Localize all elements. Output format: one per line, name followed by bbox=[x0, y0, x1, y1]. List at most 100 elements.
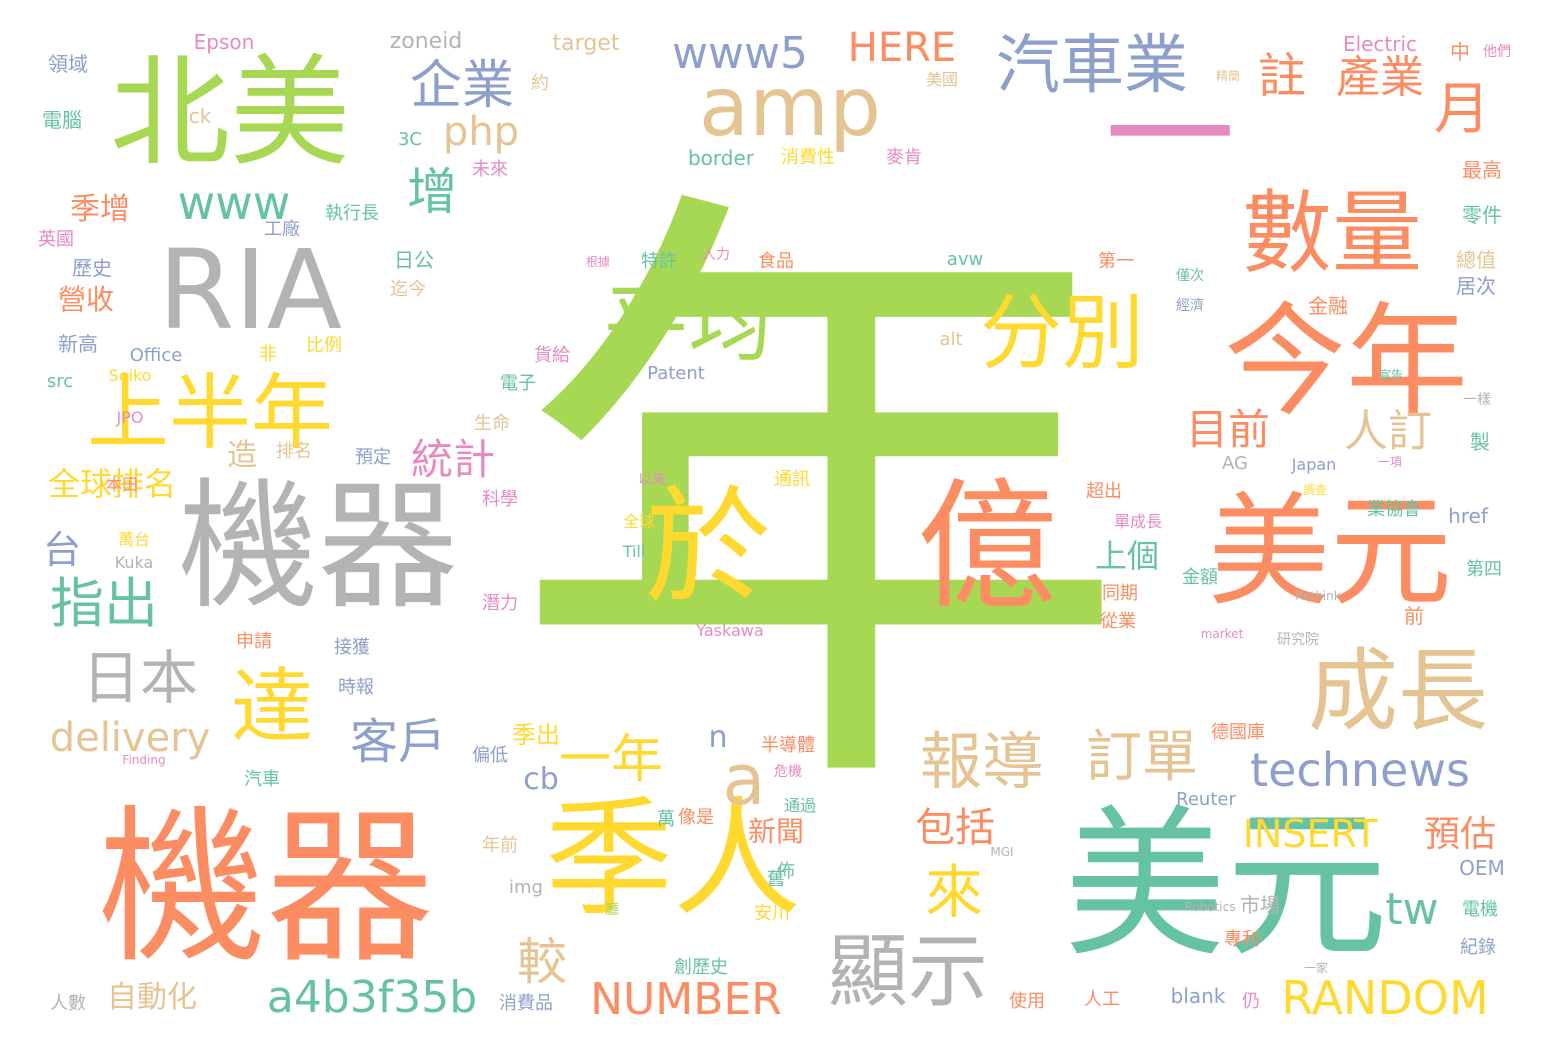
cloud-word-finding: Finding bbox=[122, 753, 166, 767]
cloud-word-cjk-534a-5c0e-9ad4: 半導體 bbox=[761, 735, 815, 756]
cloud-word-cjk-5ba2-6236: 客戶 bbox=[349, 714, 447, 770]
cloud-word-a: a bbox=[722, 739, 766, 821]
cloud-word-cjk-901a-8a0a: 通訊 bbox=[774, 469, 810, 490]
cloud-word-cjk-5ba3-544a: 宣告 bbox=[1378, 368, 1404, 382]
cloud-word-cjk-4f48: 佈 bbox=[777, 861, 795, 882]
cloud-word-cjk-9054: 達 bbox=[230, 660, 314, 755]
cloud-word-www5: www5 bbox=[672, 28, 808, 79]
cloud-word-cjk-79d1-5b78: 科學 bbox=[482, 489, 518, 510]
cloud-word-cjk-5168-7403-6392-540d: 全球排名 bbox=[47, 465, 177, 503]
cloud-word-cjk-5ef3: 廳 bbox=[605, 902, 619, 918]
cloud-word-here: HERE bbox=[847, 25, 957, 71]
cloud-word-alt: alt bbox=[939, 329, 963, 350]
cloud-word-cjk-7b2c-4e00: 第一 bbox=[1098, 251, 1134, 272]
cloud-word-ck: ck bbox=[188, 104, 212, 128]
cloud-word-cjk-7522-696d: 產業 bbox=[1336, 52, 1424, 103]
cloud-word-cjk-4e00-5e74: 一年 bbox=[558, 730, 664, 790]
cloud-word-jpo: JPO bbox=[116, 408, 144, 427]
cloud-word-cjk-5b89-5ddd: 安川 bbox=[754, 903, 790, 924]
cloud-word-cjk-842c-53f0: 萬台 bbox=[117, 530, 151, 549]
cloud-word-cjk-6a5f-5668: 機器 bbox=[177, 466, 459, 629]
cloud-word-cjk-5b63-589e: 季增 bbox=[70, 192, 130, 227]
cloud-word-cb: cb bbox=[523, 762, 559, 797]
cloud-word-cjk-504f-4f4e: 偏低 bbox=[472, 745, 508, 766]
cloud-word-target: target bbox=[552, 31, 620, 56]
cloud-word-cjk-4e0a-534a-5e74: 上半年 bbox=[86, 366, 334, 461]
cloud-word-cjk-7d04: 約 bbox=[531, 73, 549, 94]
cloud-word-cjk-96f6-4ef6: 零件 bbox=[1462, 203, 1502, 227]
cloud-word-cjk-65e5-672c: 日本 bbox=[81, 644, 199, 712]
cloud-word-cjk-696d-5354-6703: 業協會 bbox=[1367, 499, 1421, 520]
cloud-word-cjk-4f01-696d: 企業 bbox=[409, 56, 515, 116]
cloud-word-cjk-6307-51fa: 指出 bbox=[50, 572, 158, 635]
cloud-word-cjk-4e00: 一 bbox=[1104, 60, 1236, 212]
cloud-word-patent: Patent bbox=[647, 363, 705, 384]
cloud-word-number: NUMBER bbox=[590, 974, 782, 1025]
cloud-word-cjk-9ea5-80af: 麥肯 bbox=[886, 147, 922, 168]
cloud-word-cjk-6210-9577: 成長 bbox=[1308, 639, 1488, 744]
cloud-word-market: market bbox=[1200, 627, 1244, 641]
cloud-word-cjk-82f1-570b: 英國 bbox=[38, 229, 74, 250]
cloud-word-amp: amp bbox=[698, 60, 882, 155]
cloud-word-cjk-4eba-529b: 人力 bbox=[702, 247, 730, 263]
cloud-word-cjk-5e74-524d: 年前 bbox=[482, 835, 518, 856]
cloud-word-avw: avw bbox=[946, 249, 984, 270]
cloud-word-cjk-91d1-878d: 金融 bbox=[1308, 294, 1348, 318]
cloud-word-3c: 3C bbox=[397, 129, 423, 150]
cloud-word-cjk-6d88-8cbb-6027: 消費性 bbox=[781, 147, 835, 168]
cloud-word-cjk-5168-7403: 全球 bbox=[622, 512, 656, 531]
cloud-word-zoneid: zoneid bbox=[389, 29, 463, 54]
cloud-word-cjk-65e5-516c: 日公 bbox=[394, 248, 434, 272]
cloud-word-cjk-4ed6-5011: 他們 bbox=[1483, 44, 1511, 60]
cloud-word-insert: INSERT bbox=[1242, 812, 1378, 856]
cloud-word-cjk-4e00-5bb6: 一家 bbox=[1303, 961, 1329, 975]
cloud-word-cjk-53f0: 台 bbox=[42, 528, 82, 572]
cloud-word-cjk-6d88-8cbb-54c1: 消費品 bbox=[499, 993, 553, 1014]
cloud-word-yaskawa: Yaskawa bbox=[696, 621, 764, 640]
cloud-word-cjk-4eba-6578: 人數 bbox=[50, 993, 86, 1014]
cloud-word-cjk-5fb7-570b-5eab: 德國庫 bbox=[1211, 722, 1265, 743]
cloud-word-cjk-4e00-6a23: 一樣 bbox=[1463, 392, 1491, 408]
cloud-word-reuter: Reuter bbox=[1176, 789, 1236, 810]
cloud-word-cjk-4eba-5de5: 人工 bbox=[1084, 989, 1120, 1010]
cloud-word-cjk-7f8e-5143: 美元 bbox=[1064, 792, 1388, 980]
cloud-word-cjk-65bc: 於 bbox=[645, 474, 771, 621]
cloud-word-cjk-81ea-52d5-5316: 自動化 bbox=[107, 980, 197, 1015]
cloud-word-cjk-820a: 舊 bbox=[767, 869, 785, 890]
cloud-word-cjk-7279-8a31: 特許 bbox=[641, 251, 677, 272]
cloud-word-cjk-4ee5-4f86: 以來 bbox=[638, 472, 666, 488]
cloud-word-rethink: Rethink bbox=[1295, 589, 1341, 603]
cloud-word-cjk-63a5-7372: 接獲 bbox=[334, 637, 370, 658]
cloud-word-cjk-7533-8acb: 申請 bbox=[236, 631, 272, 652]
cloud-word-cjk-5c08-5229: 專利 bbox=[1224, 929, 1260, 950]
cloud-word-cjk-7cbe-7c21: 精簡 bbox=[1215, 69, 1241, 83]
cloud-word-cjk-7d00-9304: 紀錄 bbox=[1460, 937, 1496, 958]
cloud-word-cjk-9818-57df: 領域 bbox=[48, 52, 88, 76]
cloud-word-cjk-55ae-6210-9577: 單成長 bbox=[1113, 512, 1163, 531]
cloud-word-cjk-5e73-5747: 平均 bbox=[603, 275, 773, 373]
cloud-word-cjk-5c45-6b21: 居次 bbox=[1456, 274, 1496, 298]
cloud-word-delivery: delivery bbox=[49, 715, 211, 761]
cloud-word-cjk-6b77-53f2: 歷史 bbox=[72, 256, 112, 280]
cloud-word-cjk-524d: 前 bbox=[1404, 604, 1424, 628]
cloud-word-img: img bbox=[509, 877, 543, 898]
cloud-word-cjk-4e00-9805: 一項 bbox=[1377, 455, 1403, 469]
cloud-word-tw: tw bbox=[1385, 884, 1439, 935]
cloud-word-href: href bbox=[1448, 504, 1488, 528]
cloud-word-cjk-672c-7530: 本田 bbox=[105, 475, 139, 494]
cloud-word-cjk-6708: 月 bbox=[1434, 77, 1490, 142]
cloud-word-cjk-901a-904e: 通過 bbox=[783, 796, 817, 815]
cloud-word-www: www bbox=[177, 176, 291, 230]
cloud-word-cjk-4ecd: 仍 bbox=[1242, 991, 1260, 1012]
cloud-word-cjk-5206-5225: 分別 bbox=[979, 286, 1145, 381]
cloud-word-till: Till bbox=[622, 542, 646, 561]
cloud-word-robotics: Robotics bbox=[1184, 900, 1236, 914]
cloud-word-cjk-4e2d: 中 bbox=[1450, 40, 1470, 64]
cloud-word-cjk-8ca8-7d66: 貨給 bbox=[534, 345, 570, 366]
cloud-word-cjk-6c7d-8eca: 汽車 bbox=[244, 769, 280, 790]
cloud-word-cjk-5b63-4eba: 季人 bbox=[544, 785, 802, 934]
cloud-word-cjk-842c: 萬 bbox=[657, 809, 675, 830]
cloud-word-cjk-8f03: 較 bbox=[517, 933, 567, 991]
cloud-word-cjk-6c7d-8eca-696d: 汽車業 bbox=[996, 29, 1188, 103]
